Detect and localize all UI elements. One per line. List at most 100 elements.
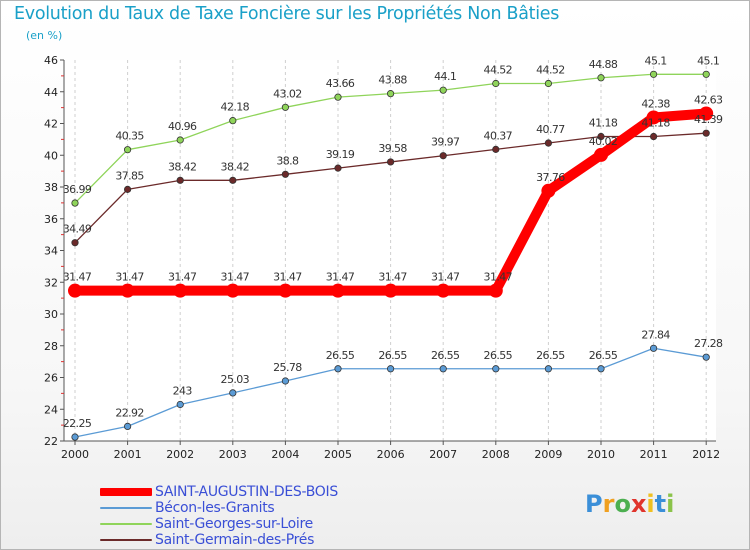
data-label: 44.52: [536, 63, 565, 76]
data-label: 31.47: [273, 271, 302, 284]
data-point: [281, 170, 289, 178]
data-label: 44.52: [484, 63, 513, 76]
data-point: [68, 283, 82, 298]
data-label: 27.28: [694, 337, 723, 350]
data-point: [541, 183, 556, 198]
x-tick-label: 2009: [534, 448, 562, 461]
logo-letter: i: [666, 490, 675, 518]
data-label: 38.8: [276, 154, 299, 167]
data-label: 31.47: [63, 271, 92, 284]
data-point: [492, 365, 500, 373]
data-point: [702, 70, 710, 78]
data-point: [334, 365, 342, 373]
data-point: [436, 283, 451, 298]
logo-letter: x: [630, 490, 647, 518]
data-point: [229, 176, 237, 184]
x-tick-label: 2005: [324, 448, 352, 461]
y-tick-label: 46: [44, 54, 58, 67]
y-tick-label: 22: [44, 435, 58, 448]
data-label: 44.1: [434, 70, 456, 83]
data-label: 26.55: [484, 349, 513, 362]
data-point: [386, 90, 395, 98]
y-tick-label: 24: [44, 403, 58, 416]
data-label: 26.55: [536, 349, 565, 362]
data-label: 39.58: [378, 142, 407, 155]
data-point: [124, 185, 132, 193]
data-label: 40.96: [168, 120, 197, 133]
data-point: [120, 283, 135, 298]
proxiti-logo[interactable]: Proxiti: [585, 490, 674, 518]
data-label: 38.42: [168, 160, 197, 173]
data-label: 45.1: [697, 54, 719, 67]
y-tick-label: 44: [44, 86, 58, 99]
data-point: [597, 74, 605, 82]
data-label: 37.85: [115, 169, 144, 182]
data-point: [544, 139, 553, 147]
logo-letter: o: [614, 490, 631, 518]
legend-swatch: [100, 488, 152, 496]
data-label: 31.47: [115, 271, 144, 284]
x-tick-label: 2008: [482, 448, 510, 461]
x-tick-label: 2002: [166, 448, 194, 461]
chart-title: Evolution du Taux de Taxe Foncière sur l…: [14, 4, 560, 24]
data-point: [334, 164, 342, 172]
x-tick-label: 2007: [429, 448, 457, 461]
data-label: 40.37: [484, 129, 513, 142]
data-point: [124, 422, 132, 430]
data-label: 25.78: [273, 361, 302, 374]
data-point: [386, 158, 395, 166]
data-label: 243: [173, 384, 193, 397]
data-label: 31.47: [378, 271, 407, 284]
data-point: [386, 365, 395, 373]
data-point: [71, 199, 79, 207]
y-tick-label: 28: [44, 340, 58, 353]
data-point: [281, 103, 289, 111]
y-tick-label: 36: [44, 213, 58, 226]
data-label: 26.55: [378, 349, 407, 362]
data-label: 26.55: [589, 349, 618, 362]
data-label: 26.55: [326, 349, 355, 362]
data-label: 34.49: [63, 223, 92, 236]
data-label: 31.47: [431, 271, 460, 284]
data-point: [597, 365, 605, 373]
y-tick-label: 40: [44, 149, 58, 162]
x-tick-label: 2011: [640, 448, 668, 461]
data-label: 41.39: [694, 113, 723, 126]
data-label: 44.88: [589, 58, 618, 71]
data-label: 31.47: [484, 271, 513, 284]
x-tick-label: 2001: [114, 448, 142, 461]
legend-label: Saint-Germain-des-Prés: [155, 532, 315, 548]
y-tick-label: 30: [44, 308, 58, 321]
data-point: [124, 146, 132, 154]
x-tick-label: 2003: [219, 448, 247, 461]
logo-letter: r: [602, 490, 615, 518]
data-label: 38.42: [221, 160, 250, 173]
data-point: [594, 147, 608, 162]
data-label: 43.66: [326, 77, 355, 90]
data-label: 31.47: [168, 271, 197, 284]
data-point: [649, 344, 658, 352]
legend-swatch: [100, 507, 152, 509]
y-axis-unit: (en %): [26, 29, 63, 42]
legend-swatch: [100, 539, 152, 541]
data-point: [492, 145, 500, 153]
logo-letter: t: [654, 490, 667, 518]
legend-label: SAINT-AUGUSTIN-DES-BOIS: [155, 484, 338, 500]
data-point: [702, 129, 710, 137]
data-point: [699, 106, 714, 121]
data-point: [281, 377, 289, 385]
y-tick-label: 34: [44, 245, 58, 258]
data-label: 41.18: [589, 117, 618, 130]
data-label: 39.19: [326, 148, 355, 161]
legend-swatch: [100, 523, 152, 525]
x-tick-label: 2010: [587, 448, 615, 461]
data-label: 40.02: [589, 135, 618, 148]
y-tick-label: 32: [44, 276, 58, 289]
data-label: 40.35: [115, 130, 144, 143]
legend-label: Saint-Georges-sur-Loire: [155, 516, 313, 532]
plot-area: [64, 60, 716, 441]
data-point: [176, 400, 184, 409]
x-tick-label: 2012: [692, 448, 720, 461]
data-point: [173, 283, 188, 298]
